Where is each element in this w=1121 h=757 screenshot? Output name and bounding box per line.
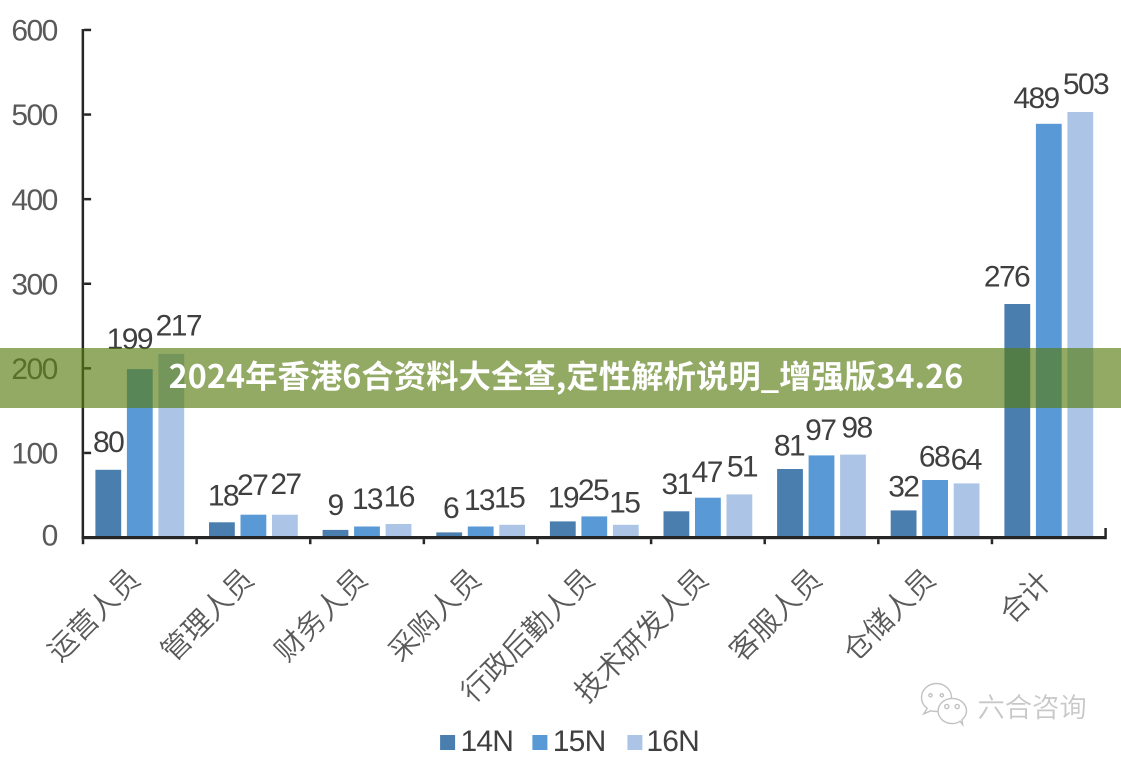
svg-text:47: 47 <box>692 456 723 489</box>
svg-text:0: 0 <box>42 519 58 552</box>
svg-text:32: 32 <box>888 471 919 504</box>
svg-text:489: 489 <box>1013 82 1059 115</box>
svg-text:27: 27 <box>270 468 301 501</box>
svg-text:13: 13 <box>352 483 383 516</box>
svg-text:19: 19 <box>548 482 579 515</box>
svg-text:15N: 15N <box>553 725 606 757</box>
svg-text:400: 400 <box>11 184 57 217</box>
svg-text:16N: 16N <box>646 725 699 757</box>
svg-text:503: 503 <box>1063 68 1109 101</box>
svg-text:276: 276 <box>984 261 1030 294</box>
svg-text:80: 80 <box>93 426 124 459</box>
svg-text:15: 15 <box>494 482 525 515</box>
svg-text:300: 300 <box>11 269 57 302</box>
svg-text:81: 81 <box>774 429 805 462</box>
svg-text:64: 64 <box>951 443 982 476</box>
svg-text:25: 25 <box>578 474 609 507</box>
svg-text:14N: 14N <box>461 725 514 757</box>
svg-text:16: 16 <box>384 480 415 513</box>
svg-text:97: 97 <box>805 414 836 447</box>
svg-text:13: 13 <box>464 484 495 517</box>
svg-text:600: 600 <box>11 15 57 48</box>
svg-text:6: 6 <box>443 492 459 525</box>
svg-text:217: 217 <box>156 309 202 342</box>
svg-text:18: 18 <box>208 479 239 512</box>
svg-text:15: 15 <box>609 487 640 520</box>
svg-text:500: 500 <box>11 99 57 132</box>
svg-text:98: 98 <box>841 412 872 445</box>
svg-text:100: 100 <box>11 438 57 471</box>
svg-text:31: 31 <box>662 468 693 501</box>
svg-text:27: 27 <box>237 469 268 502</box>
svg-text:9: 9 <box>328 489 344 522</box>
svg-text:68: 68 <box>919 441 950 474</box>
svg-text:51: 51 <box>727 450 758 483</box>
